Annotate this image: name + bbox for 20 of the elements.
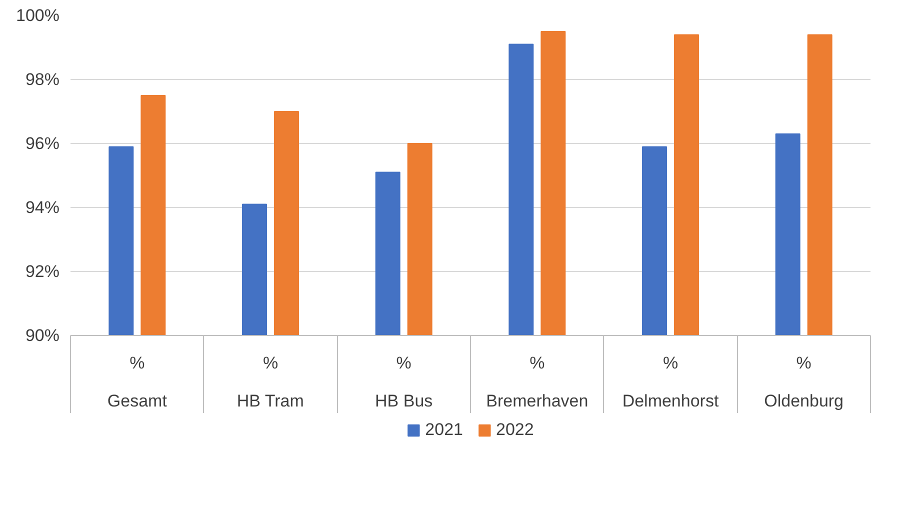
- x-tick-label: Oldenburg: [764, 392, 844, 410]
- text: %: [530, 354, 545, 372]
- y-tick-label: 96%: [25, 134, 60, 153]
- text: %: [396, 354, 412, 372]
- x-tick-label: HB Bus: [375, 392, 433, 410]
- x-tick-label: HB Tram: [236, 392, 304, 410]
- y-tick-label: 92%: [25, 262, 60, 281]
- text: %: [796, 354, 812, 372]
- x-tick-label: Delmenhorst: [622, 392, 719, 410]
- text: %: [262, 354, 278, 372]
- text: %: [130, 354, 145, 372]
- x-tick-label: Gesamt: [107, 392, 168, 410]
- text: %: [662, 354, 678, 372]
- y-tick-label: 90%: [25, 326, 60, 345]
- y-tick-label: 94%: [25, 198, 60, 217]
- y-tick-label: 98%: [25, 70, 60, 89]
- legend-label: 2021: [425, 420, 463, 440]
- x-tick-label: Bremerhaven: [486, 392, 588, 410]
- y-tick-label: 100%: [16, 6, 60, 25]
- legend-label: 2022: [496, 420, 534, 440]
